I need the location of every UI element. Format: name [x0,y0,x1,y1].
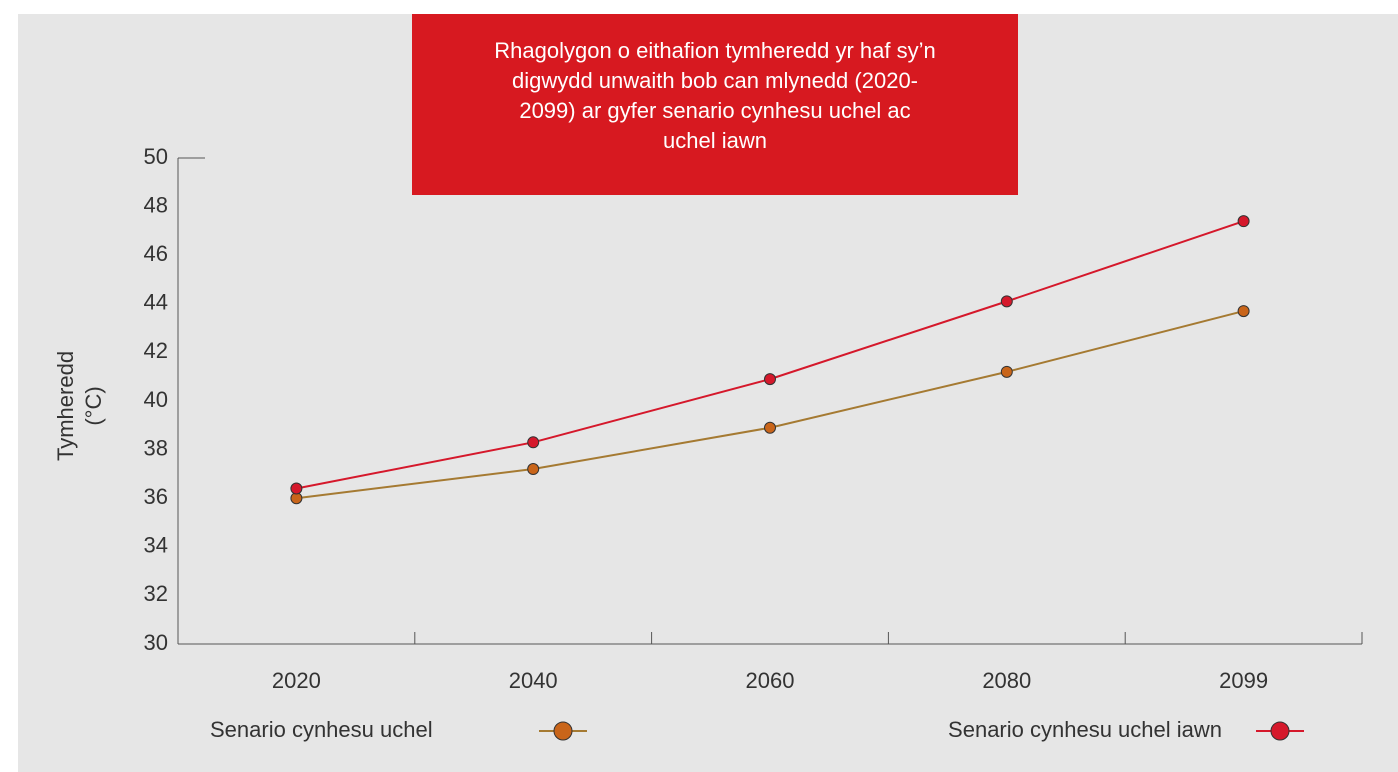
y-tick-label: 36 [144,484,168,509]
point [290,482,303,495]
series-line [296,220,1244,490]
y-tick-label: 50 [144,144,168,169]
y-tick-label: 38 [144,435,168,460]
y-tick-label: 48 [144,192,168,217]
point [1237,305,1250,318]
point [1000,295,1013,308]
point [764,373,776,386]
x-tick-label: 2060 [746,668,795,693]
y-tick-label: 34 [144,533,168,558]
chart-title: Rhagolygon o eithafion tymheredd yr haf … [412,14,1018,195]
legend-label: Senario cynhesu uchel iawn [948,717,1222,742]
point [527,436,540,449]
point [1237,215,1250,228]
y-tick-label: 30 [144,630,168,655]
x-tick-label: 2099 [1219,668,1268,693]
x-tick-label: 2040 [509,668,558,693]
x-tick-label: 2080 [982,668,1031,693]
y-axis-label: Tymheredd (°C) [53,350,106,461]
y-tick-label: 40 [144,387,168,412]
series-line [296,310,1244,500]
y-tick-label: 46 [144,241,168,266]
y-tick-label: 42 [144,338,168,363]
x-tick-label: 2020 [272,668,321,693]
legend-label: Senario cynhesu uchel [210,717,433,742]
point [764,421,776,434]
legend-marker [553,721,573,741]
y-tick-label: 32 [144,581,168,606]
point [527,463,540,476]
y-tick-label: 44 [144,290,168,315]
legend-marker [1270,721,1290,741]
point [1000,365,1013,378]
